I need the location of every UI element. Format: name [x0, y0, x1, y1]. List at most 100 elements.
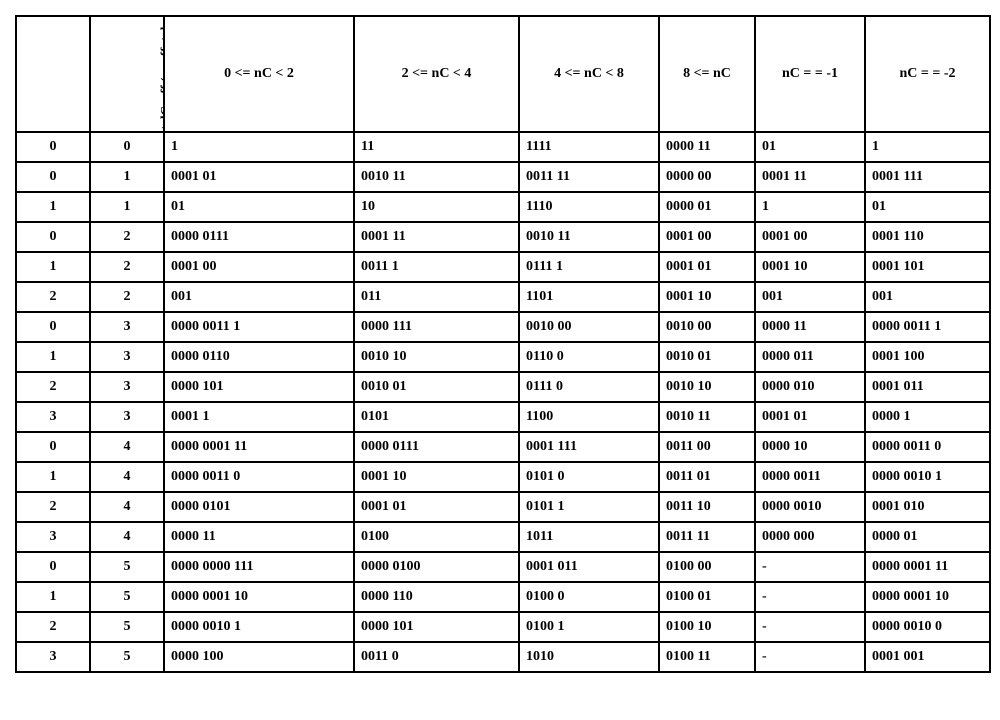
cell: 0100 10 [659, 612, 755, 642]
cell: 0001 111 [865, 162, 990, 192]
cell: 0001 00 [659, 222, 755, 252]
col-nc-neg1: nC = = -1 [755, 16, 865, 132]
cell: 0000 0010 0 [865, 612, 990, 642]
cell: 0000 010 [755, 372, 865, 402]
cell: 0010 00 [659, 312, 755, 342]
cell: 0011 11 [659, 522, 755, 552]
table-row: 130000 01100010 100110 00010 010000 0110… [16, 342, 990, 372]
cell: 4 [90, 522, 164, 552]
cell: 1 [16, 462, 90, 492]
cell: 0001 10 [354, 462, 519, 492]
cell: 0000 0011 0 [865, 432, 990, 462]
cell: 0000 01 [865, 522, 990, 552]
cell: 0000 11 [755, 312, 865, 342]
cell: 0000 0011 0 [164, 462, 354, 492]
coeff-token-table: TrailingOnes ( coeff_token ) TotalCoeff … [15, 15, 991, 673]
cell: 0 [16, 132, 90, 162]
cell: 1111 [519, 132, 659, 162]
table-row: 350000 1000011 010100100 11-0001 001 [16, 642, 990, 672]
cell: 0001 01 [164, 162, 354, 192]
table-row: 11011011100000 01101 [16, 192, 990, 222]
cell: 1 [16, 252, 90, 282]
cell: 0000 1 [865, 402, 990, 432]
cell: 0000 10 [755, 432, 865, 462]
cell: 1 [164, 132, 354, 162]
table-row: 030000 0011 10000 1110010 000010 000000 … [16, 312, 990, 342]
table-row: 020000 01110001 110010 110001 000001 000… [16, 222, 990, 252]
cell: - [755, 612, 865, 642]
cell: 0010 01 [354, 372, 519, 402]
cell: 0010 00 [519, 312, 659, 342]
cell: 0000 0011 1 [865, 312, 990, 342]
table-row: 040000 0001 110000 01110001 1110011 0000… [16, 432, 990, 462]
cell: 0001 00 [164, 252, 354, 282]
cell: 0001 1 [164, 402, 354, 432]
cell: 1 [755, 192, 865, 222]
cell: 0010 11 [659, 402, 755, 432]
cell: 0001 001 [865, 642, 990, 672]
cell: 0000 100 [164, 642, 354, 672]
cell: 0011 01 [659, 462, 755, 492]
cell: 0100 11 [659, 642, 755, 672]
cell: 0100 0 [519, 582, 659, 612]
cell: 1011 [519, 522, 659, 552]
cell: 0110 0 [519, 342, 659, 372]
col-nc-0-2: 0 <= nC < 2 [164, 16, 354, 132]
cell: 0000 011 [755, 342, 865, 372]
cell: 0101 0 [519, 462, 659, 492]
cell: 0101 [354, 402, 519, 432]
cell: 5 [90, 552, 164, 582]
cell: 0000 0001 10 [164, 582, 354, 612]
cell: 0001 100 [865, 342, 990, 372]
cell: 1010 [519, 642, 659, 672]
cell: 01 [755, 132, 865, 162]
cell: 0000 0001 11 [865, 552, 990, 582]
cell: 0011 00 [659, 432, 755, 462]
cell: 1110 [519, 192, 659, 222]
cell: 0011 1 [354, 252, 519, 282]
cell: 0001 11 [354, 222, 519, 252]
cell: 0101 1 [519, 492, 659, 522]
table-row: 250000 0010 10000 1010100 10100 10-0000 … [16, 612, 990, 642]
cell: 0000 111 [354, 312, 519, 342]
cell: 0100 [354, 522, 519, 552]
cell: 0001 00 [755, 222, 865, 252]
cell: 0 [90, 132, 164, 162]
cell: 0000 0001 11 [164, 432, 354, 462]
cell: 0001 10 [659, 282, 755, 312]
cell: 5 [90, 642, 164, 672]
table-row: 230000 1010010 010111 00010 100000 01000… [16, 372, 990, 402]
col-nc-neg2: nC = = -2 [865, 16, 990, 132]
cell: 5 [90, 612, 164, 642]
cell: 0001 011 [519, 552, 659, 582]
cell: - [755, 582, 865, 612]
col-nc-8: 8 <= nC [659, 16, 755, 132]
cell: 001 [865, 282, 990, 312]
cell: 3 [90, 312, 164, 342]
cell: 2 [16, 612, 90, 642]
cell: 1 [90, 162, 164, 192]
cell: - [755, 552, 865, 582]
cell: 11 [354, 132, 519, 162]
cell: 0000 0110 [164, 342, 354, 372]
cell: 0001 111 [519, 432, 659, 462]
cell: 3 [16, 642, 90, 672]
cell: 0000 0000 111 [164, 552, 354, 582]
table-row: 340000 11010010110011 110000 0000000 01 [16, 522, 990, 552]
cell: 001 [755, 282, 865, 312]
cell: 1 [16, 582, 90, 612]
table-row: 2200101111010001 10001001 [16, 282, 990, 312]
cell: 0111 0 [519, 372, 659, 402]
cell: 0000 0111 [164, 222, 354, 252]
cell: 2 [90, 282, 164, 312]
cell: 0010 01 [659, 342, 755, 372]
cell: 0001 110 [865, 222, 990, 252]
cell: 1 [865, 132, 990, 162]
cell: 0000 110 [354, 582, 519, 612]
cell: 0010 10 [354, 342, 519, 372]
table-row: 0011111110000 11011 [16, 132, 990, 162]
cell: 3 [90, 372, 164, 402]
col-total-coeff: TotalCoeff ( coeff_token ) [90, 16, 164, 132]
cell: 0 [16, 552, 90, 582]
cell: 0001 10 [755, 252, 865, 282]
